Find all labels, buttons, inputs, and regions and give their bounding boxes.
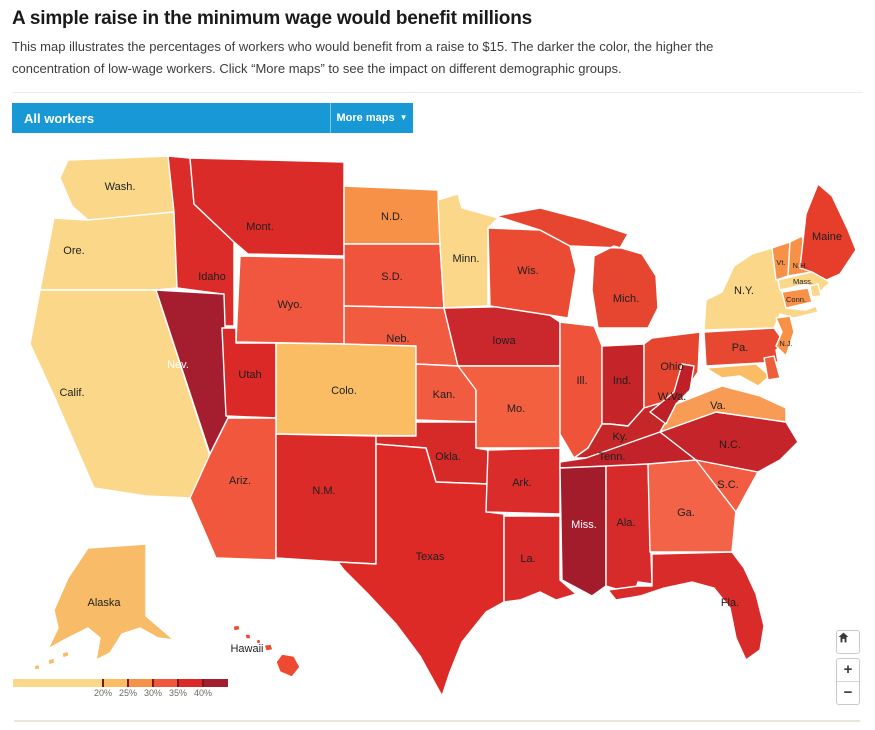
map-home-button[interactable]: [836, 630, 860, 654]
state-west-virginia[interactable]: [649, 363, 695, 425]
chevron-down-icon: ▼: [399, 113, 408, 122]
state-arizona[interactable]: [189, 417, 277, 561]
zoom-out-button[interactable]: −: [837, 681, 859, 704]
state-virginia[interactable]: [659, 385, 787, 433]
state-north-dakota[interactable]: [343, 185, 441, 245]
legend-tick-label: 40%: [193, 688, 212, 698]
state-delaware[interactable]: [763, 355, 781, 381]
state-maryland[interactable]: [705, 363, 771, 387]
state-michigan[interactable]: [495, 207, 659, 329]
state-colorado[interactable]: [275, 342, 417, 437]
legend-tick-label: 35%: [168, 688, 187, 698]
tab-all-workers-label: All workers: [24, 110, 95, 126]
legend-segment: [153, 679, 178, 687]
legend-tick-label: 20%: [93, 688, 112, 698]
footer-divider: [14, 720, 860, 722]
legend-color-bar: [13, 679, 228, 687]
legend-tick-label: 25%: [118, 688, 137, 698]
more-maps-label: More maps: [336, 112, 395, 124]
state-alabama[interactable]: [605, 463, 653, 595]
legend-tick-label: 30%: [143, 688, 162, 698]
map-zoom-control: + −: [836, 658, 860, 705]
state-new-york[interactable]: [703, 247, 819, 331]
state-new-jersey[interactable]: [775, 315, 795, 357]
legend-tick-labels: 20% 25% 30% 35% 40%: [13, 688, 228, 700]
state-oregon[interactable]: [39, 211, 178, 291]
state-alaska[interactable]: [33, 543, 175, 671]
legend-segment: [203, 679, 228, 687]
state-new-mexico[interactable]: [275, 433, 377, 565]
legend-segment: [13, 679, 103, 687]
state-label-hawaii: Hawaii: [230, 643, 263, 655]
state-missouri[interactable]: [457, 365, 561, 449]
home-icon: [838, 632, 849, 643]
state-maine[interactable]: [799, 183, 857, 283]
state-hawaii[interactable]: [232, 624, 301, 678]
legend-tick: [177, 679, 179, 687]
state-rhode-island[interactable]: [809, 283, 822, 298]
legend-segment: [178, 679, 203, 687]
map-toolbar: All workers More maps ▼: [12, 103, 413, 133]
choropleth-map: Wash. Ore. Calif. Nev. Idaho Mont. Wyo. …: [0, 147, 875, 722]
state-vermont[interactable]: [771, 241, 791, 281]
state-iowa[interactable]: [443, 305, 561, 367]
state-connecticut[interactable]: [781, 287, 813, 309]
state-wyoming[interactable]: [235, 255, 347, 345]
header-divider: [12, 92, 863, 93]
state-washington[interactable]: [59, 155, 175, 221]
page-subtitle: This map illustrates the percentages of …: [12, 39, 714, 77]
legend-tick: [127, 679, 129, 687]
more-maps-dropdown[interactable]: More maps ▼: [330, 103, 413, 133]
state-arkansas[interactable]: [485, 447, 561, 515]
page-title: A simple raise in the minimum wage would…: [12, 8, 532, 29]
legend-segment: [103, 679, 128, 687]
state-mississippi[interactable]: [559, 465, 607, 597]
us-map-svg: Wash. Ore. Calif. Nev. Idaho Mont. Wyo. …: [29, 155, 857, 697]
legend-tick: [102, 679, 104, 687]
legend-tick: [202, 679, 204, 687]
state-florida[interactable]: [607, 551, 765, 661]
state-texas[interactable]: [337, 443, 505, 697]
legend-tick: [152, 679, 154, 687]
zoom-in-button[interactable]: +: [843, 661, 853, 678]
tab-all-workers[interactable]: All workers: [12, 103, 330, 133]
map-legend: 20% 25% 30% 35% 40%: [13, 679, 228, 700]
state-indiana[interactable]: [601, 343, 645, 427]
legend-segment: [128, 679, 153, 687]
state-south-dakota[interactable]: [343, 243, 445, 309]
state-montana[interactable]: [189, 157, 345, 257]
state-louisiana[interactable]: [503, 515, 577, 603]
